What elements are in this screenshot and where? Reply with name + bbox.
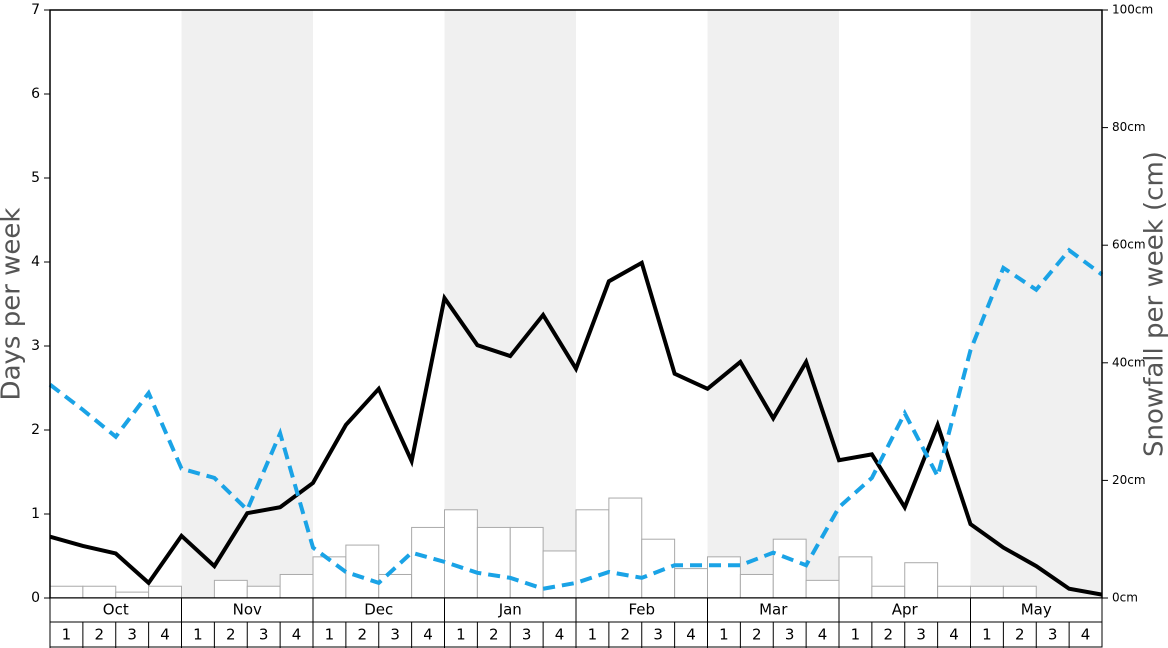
y2-tick-label: 20cm <box>1112 473 1146 487</box>
y-tick-label: 7 <box>31 2 40 18</box>
week-label: 4 <box>818 626 828 644</box>
line <box>48 247 1104 591</box>
bar <box>213 579 248 599</box>
week-label: 3 <box>390 626 400 644</box>
week-label: 2 <box>752 626 762 644</box>
bar <box>575 509 610 599</box>
bar <box>772 538 807 599</box>
y-tick-label: 1 <box>31 506 40 522</box>
y-tick-label: 6 <box>31 86 40 102</box>
bar <box>115 591 150 599</box>
month-label: Jan <box>498 601 522 619</box>
week-label: 4 <box>160 626 170 644</box>
month-label: Mar <box>759 601 788 619</box>
y2-axis-label: Snowfall per week (cm) <box>1140 151 1168 457</box>
bar <box>871 585 906 599</box>
month-band <box>970 10 1102 598</box>
y2-tick-label: 80cm <box>1112 120 1146 134</box>
bar <box>1002 585 1037 599</box>
week-label: 3 <box>522 626 532 644</box>
week-label: 3 <box>785 626 795 644</box>
week-label: 2 <box>1015 626 1025 644</box>
bar <box>279 573 314 599</box>
week-label: 1 <box>588 626 598 644</box>
week-label: 4 <box>423 626 433 644</box>
y-tick-label: 2 <box>31 422 40 438</box>
bar <box>542 550 577 599</box>
week-label: 3 <box>653 626 663 644</box>
week-label: 4 <box>555 626 565 644</box>
y2-tick-label: 40cm <box>1112 355 1146 369</box>
bar <box>444 509 478 599</box>
y-tick-label: 4 <box>31 254 40 270</box>
week-label: 2 <box>226 626 236 644</box>
bar <box>345 544 380 599</box>
bar <box>838 556 873 599</box>
week-label: 4 <box>292 626 302 644</box>
bar <box>509 526 544 599</box>
bar <box>937 585 971 599</box>
bar <box>246 585 281 599</box>
bar <box>82 585 117 599</box>
month-label: May <box>1021 601 1052 619</box>
month-label: Dec <box>364 601 393 619</box>
week-label: 3 <box>127 626 137 644</box>
bar <box>608 497 643 599</box>
week-label: 1 <box>62 626 72 644</box>
bar <box>707 556 741 599</box>
week-label: 3 <box>916 626 926 644</box>
bar <box>378 573 413 599</box>
bar <box>312 556 347 599</box>
week-label: 1 <box>325 626 335 644</box>
y-tick-label: 0 <box>31 590 40 606</box>
week-label: 2 <box>358 626 368 644</box>
bar <box>674 568 708 599</box>
month-label: Oct <box>103 601 129 619</box>
bar <box>739 573 774 599</box>
bar <box>970 585 1004 599</box>
month-label: Feb <box>628 601 655 619</box>
week-label: 1 <box>982 626 992 644</box>
week-label: 2 <box>884 626 894 644</box>
bar <box>641 538 676 599</box>
y2-tick-label: 60cm <box>1112 238 1146 252</box>
month-band <box>444 10 576 598</box>
month-band <box>181 10 313 598</box>
bar <box>148 585 182 599</box>
bar <box>904 562 939 599</box>
week-label: 3 <box>259 626 269 644</box>
week-label: 1 <box>719 626 729 644</box>
bar <box>49 585 84 599</box>
y-tick-label: 3 <box>31 338 40 354</box>
week-label: 4 <box>686 626 696 644</box>
y2-tick-label: 0cm <box>1112 591 1138 605</box>
week-label: 2 <box>95 626 105 644</box>
week-label: 4 <box>949 626 959 644</box>
month-band <box>707 10 839 598</box>
week-label: 2 <box>621 626 631 644</box>
week-label: 3 <box>1048 626 1058 644</box>
week-label: 1 <box>851 626 861 644</box>
week-label: 1 <box>456 626 466 644</box>
week-label: 2 <box>489 626 499 644</box>
bar <box>805 579 840 599</box>
y-tick-label: 5 <box>31 170 40 186</box>
bar <box>476 526 511 599</box>
y2-tick-label: 100cm <box>1112 3 1153 17</box>
week-label: 1 <box>193 626 203 644</box>
week-label: 4 <box>1081 626 1091 644</box>
y-axis-label: Days per week <box>0 208 27 401</box>
bar <box>411 526 445 599</box>
month-label: Nov <box>233 601 262 619</box>
month-label: Apr <box>892 601 919 619</box>
